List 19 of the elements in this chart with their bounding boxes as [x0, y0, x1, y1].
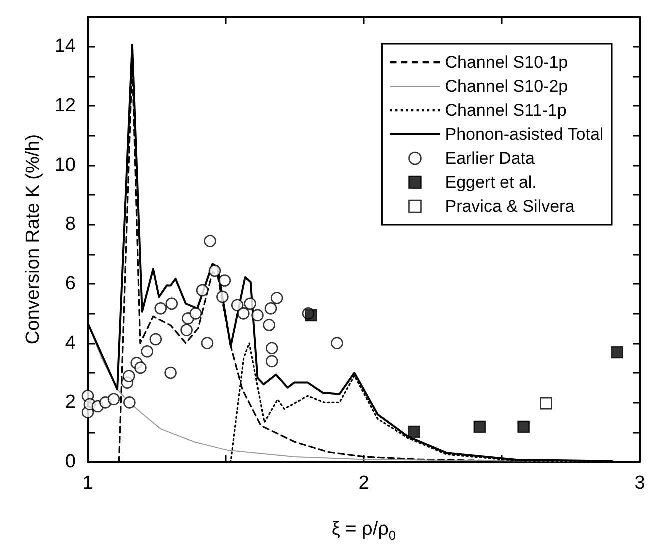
y-tick-label: 8	[65, 214, 76, 236]
y-tick-label: 0	[65, 452, 76, 472]
legend-label: Channel S10-2p	[445, 77, 568, 96]
y-tick-label: 2	[65, 392, 76, 414]
x-tick-label: 1	[82, 473, 94, 494]
legend-label: Earlier Data	[445, 149, 536, 168]
legend-label: Channel S10-1p	[445, 53, 568, 72]
y-tick-label: 6	[65, 274, 76, 294]
legend-label: Pravica & Silvera	[445, 197, 576, 216]
x-tick-label: 3	[634, 473, 646, 494]
legend-label: Phonon-asisted Total	[445, 125, 604, 144]
y-tick-label: 12	[54, 96, 76, 116]
y-tick-label: 10	[54, 154, 76, 176]
legend-label: Channel S11-1p	[445, 101, 567, 120]
y-tick-label: 14	[54, 36, 76, 58]
legend-label: Eggert et al.	[445, 173, 537, 192]
x-tick-label: 2	[358, 473, 370, 494]
y-tick-label: 4	[65, 332, 76, 354]
y-axis-title: Conversion Rate K (%/h)	[23, 134, 44, 345]
